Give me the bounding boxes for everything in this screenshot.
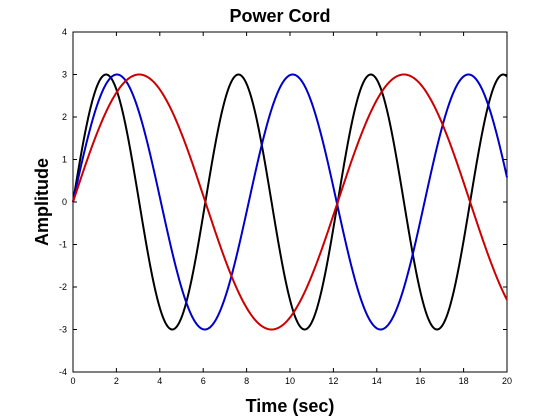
y-tick-label: 0: [62, 197, 67, 207]
series-layer: [72, 73, 508, 331]
x-tick-label: 4: [157, 376, 162, 386]
x-tick-label: 18: [459, 376, 469, 386]
x-ticks: 0 2 4 6 8 10 12 14 16 18 20: [70, 32, 512, 386]
y-tick-label: 2: [62, 112, 67, 122]
x-tick-label: 2: [114, 376, 119, 386]
chart-title: Power Cord: [229, 6, 330, 26]
x-tick-label: 6: [201, 376, 206, 386]
plot-area: [72, 31, 508, 373]
series-line-2: [72, 73, 508, 331]
x-tick-label: 16: [415, 376, 425, 386]
x-tick-label: 12: [328, 376, 338, 386]
y-axis-label: Amplitude: [32, 158, 52, 246]
x-tick-label: 8: [244, 376, 249, 386]
x-tick-label: 0: [70, 376, 75, 386]
series-line-1: [72, 73, 508, 331]
y-ticks: -4 -3 -2 -1 0 1 2 3 4: [59, 27, 507, 377]
y-tick-label: 1: [62, 155, 67, 165]
x-tick-label: 10: [285, 376, 295, 386]
y-tick-label: -3: [59, 325, 67, 335]
y-tick-label: -2: [59, 282, 67, 292]
x-tick-label: 20: [502, 376, 512, 386]
y-tick-label: 4: [62, 27, 67, 37]
x-axis-label: Time (sec): [246, 396, 335, 416]
x-tick-label: 14: [372, 376, 382, 386]
y-tick-label: 3: [62, 70, 67, 80]
y-tick-label: -1: [59, 240, 67, 250]
series-line-3: [72, 73, 508, 331]
y-tick-label: -4: [59, 367, 67, 377]
